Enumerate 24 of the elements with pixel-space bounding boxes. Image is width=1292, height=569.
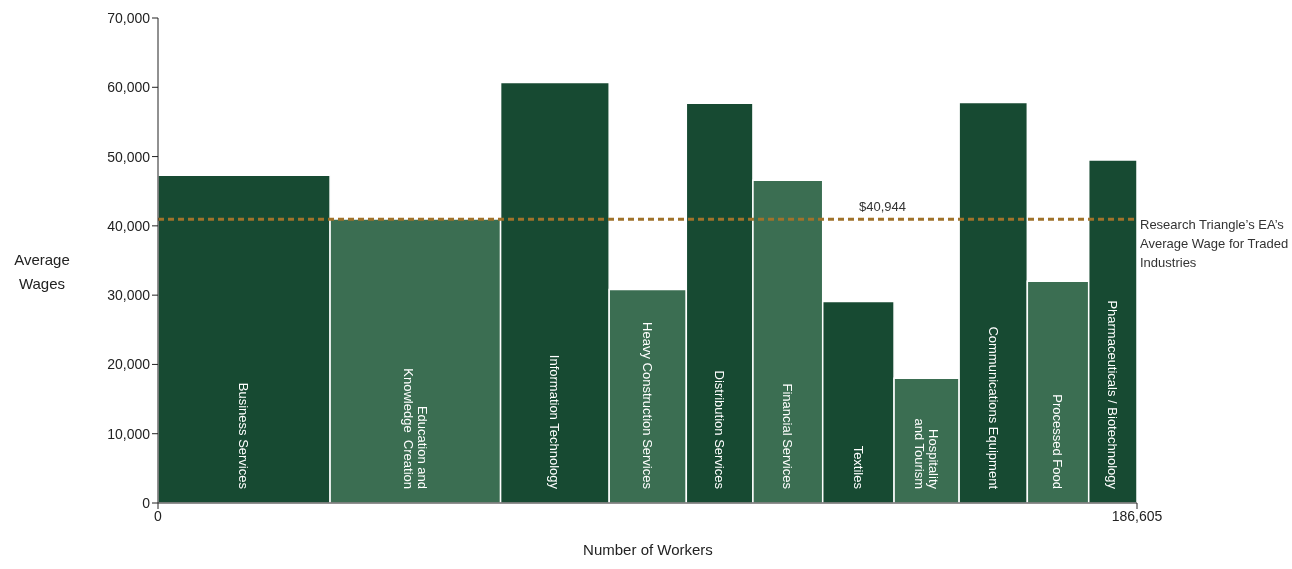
y-tick-label: 30,000 xyxy=(107,287,151,304)
category-label: Textiles xyxy=(850,445,866,489)
category-label: Information Technology xyxy=(547,354,563,489)
y-tick-label: 50,000 xyxy=(107,148,151,165)
y-tick-label: 70,000 xyxy=(107,9,151,26)
y-axis-title: Average Wages xyxy=(13,250,71,294)
category-label: Business Services xyxy=(236,382,252,489)
category-label: Heavy Construction Services xyxy=(640,322,656,489)
y-tick-label: 10,000 xyxy=(107,425,151,442)
y-tick-label: 20,000 xyxy=(107,356,151,373)
ref-line-label: $40,944 xyxy=(858,199,906,215)
category-label: Education and Knowledge Creation xyxy=(400,368,430,489)
category-label: Financial Services xyxy=(780,383,796,489)
y-tick-label: 60,000 xyxy=(107,79,151,96)
x-axis-title: Number of Workers xyxy=(582,541,714,558)
x-tick-label: 186,605 xyxy=(1111,507,1163,524)
category-label: Hospitality and Tourism xyxy=(911,418,942,489)
text: Research Triangle’s EA’s Average Wage for Traded Industries xyxy=(1140,216,1290,272)
category-label: Processed Food xyxy=(1050,394,1066,489)
category-label: Pharmaceuticals / Biotechnology xyxy=(1105,300,1121,489)
y-tick-label: 40,000 xyxy=(107,217,151,234)
category-label: Communications Equipment xyxy=(985,326,1001,489)
y-tick-label: 0 xyxy=(142,494,151,511)
category-label: Distribution Services xyxy=(712,370,728,489)
